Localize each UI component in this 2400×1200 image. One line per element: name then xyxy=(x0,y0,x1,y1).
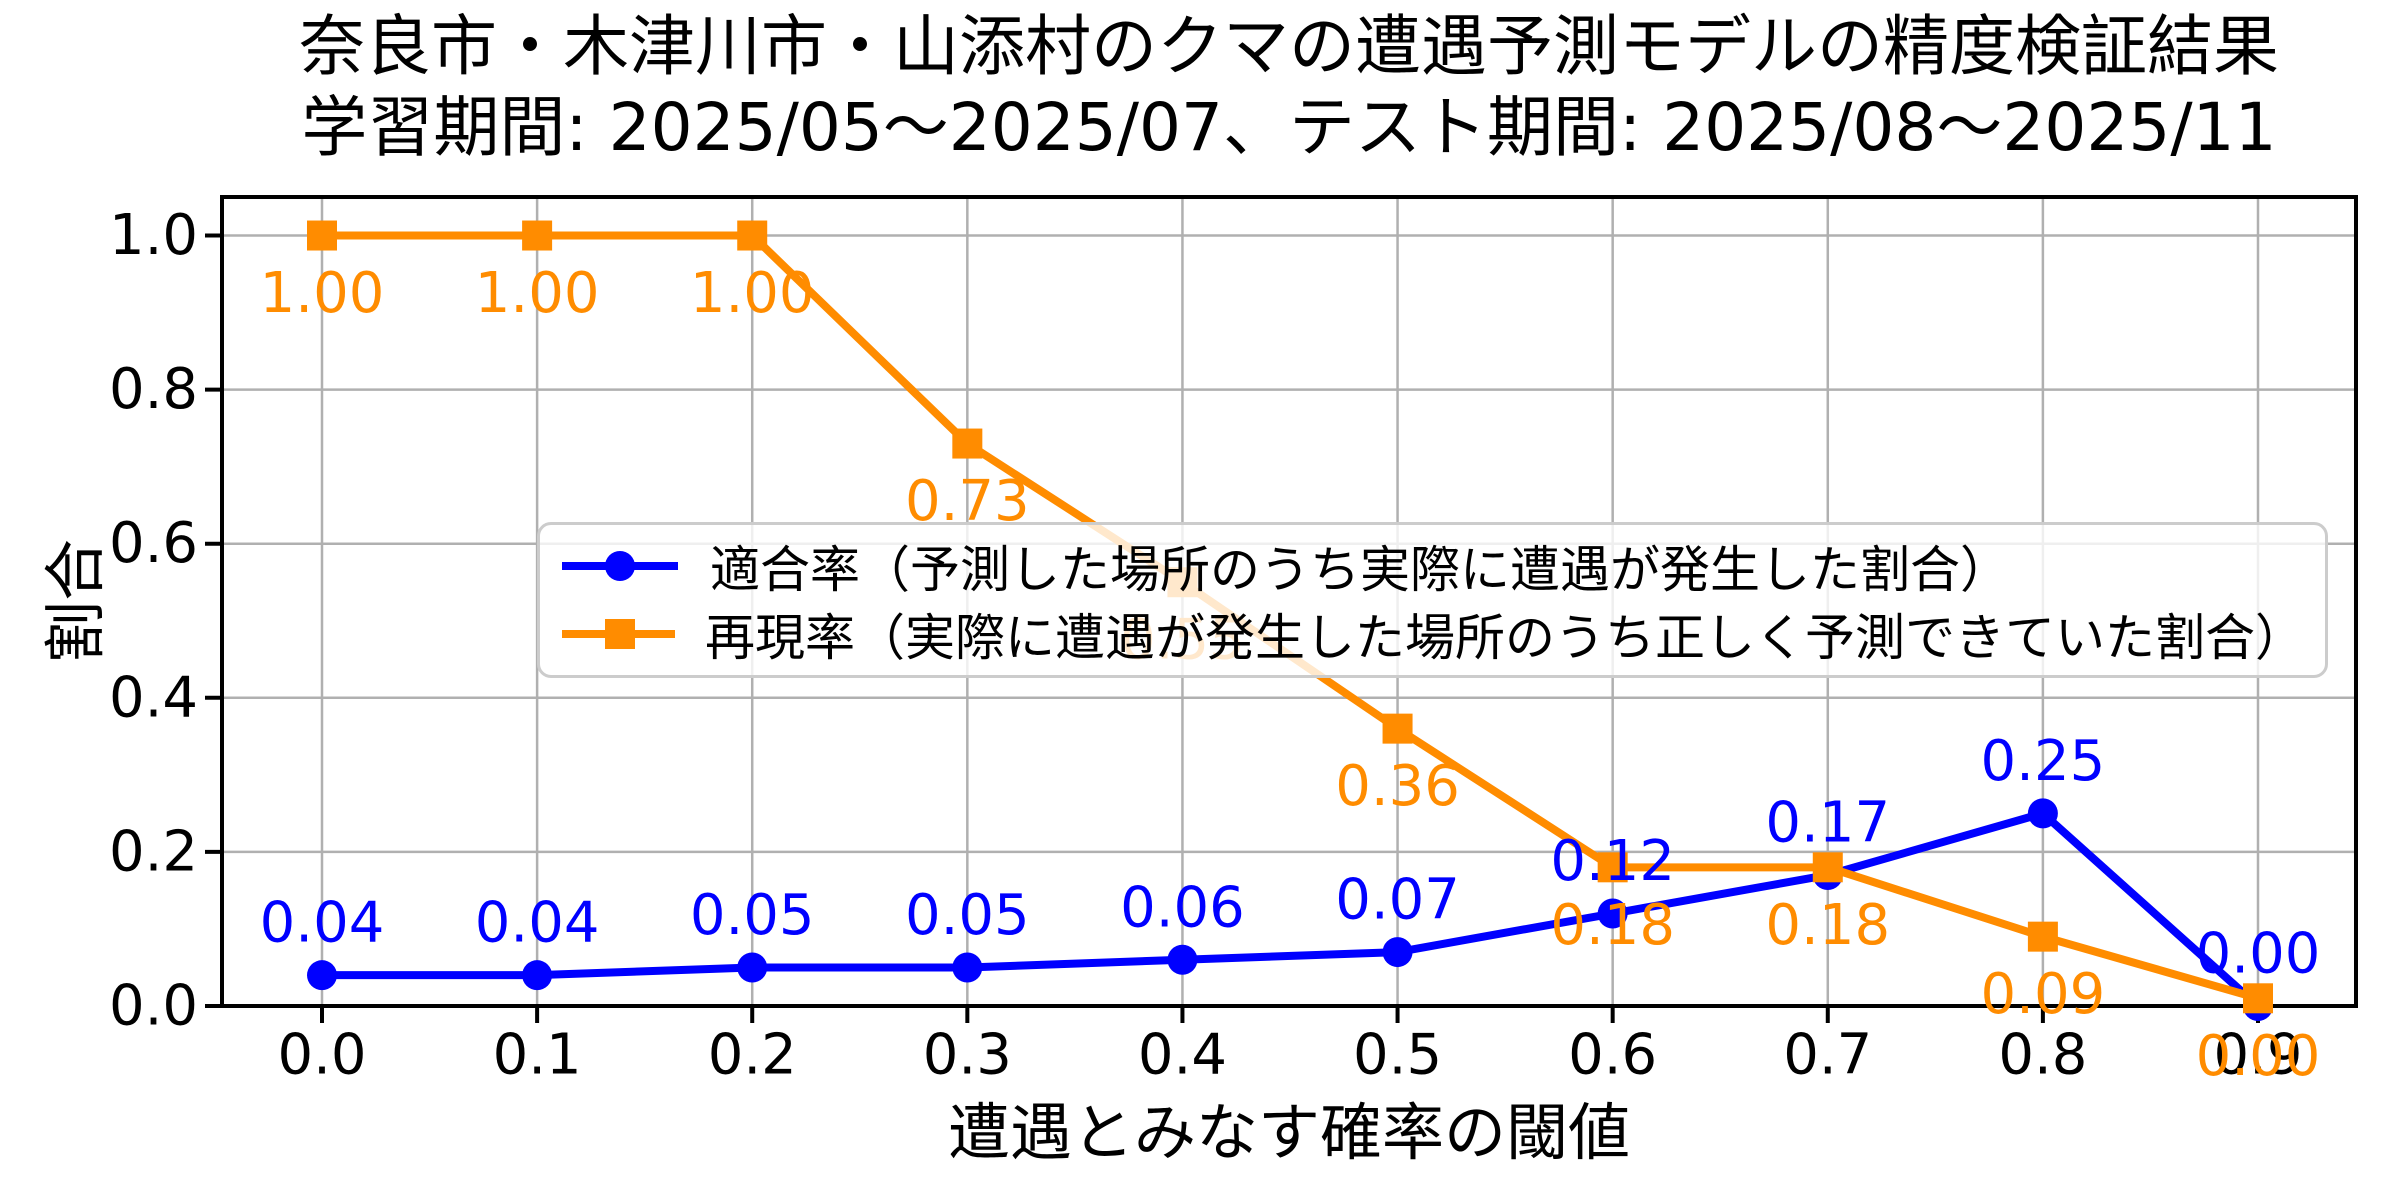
x-tick-label: 0.2 xyxy=(708,1023,797,1088)
data-point-marker-circle xyxy=(952,952,983,983)
x-tick-label: 0.0 xyxy=(277,1023,366,1088)
data-point-label: 0.18 xyxy=(1765,893,1890,958)
legend-entry: 適合率（予測した場所のうち実際に遭遇が発生した割合） xyxy=(560,534,2305,599)
data-point-label: 0.09 xyxy=(1981,962,2106,1027)
legend-entry: 再現率（実際に遭遇が発生した場所のうち正しく予測できていた割合） xyxy=(560,602,2305,667)
data-point-marker-circle xyxy=(1597,898,1628,929)
chart-title: 奈良市・木津川市・山添村のクマの遭遇予測モデルの精度検証結果 学習期間: 202… xyxy=(222,6,2356,168)
y-tick-label: 0.8 xyxy=(109,357,198,422)
y-axis: 0.0 0.2 0.4 0.6 0.8 1.0 xyxy=(109,203,222,1039)
data-point-label: 0.00 xyxy=(2196,922,2321,987)
legend-marker xyxy=(605,618,635,649)
data-point-marker-square xyxy=(1597,852,1628,883)
x-tick-label: 0.3 xyxy=(923,1023,1012,1088)
data-point-label: 0.05 xyxy=(690,883,815,948)
y-tick-label: 0.4 xyxy=(109,665,198,730)
y-tick-label: 1.0 xyxy=(109,203,198,268)
data-point-label: 1.00 xyxy=(260,261,385,326)
y-tick-label: 0.2 xyxy=(109,819,198,884)
legend-label: 適合率（予測した場所のうち実際に遭遇が発生した割合） xyxy=(710,541,2010,600)
x-tick-label: 0.8 xyxy=(1998,1023,2087,1088)
data-point-marker-square xyxy=(2027,921,2058,952)
chart-title-line1: 奈良市・木津川市・山添村のクマの遭遇予測モデルの精度検証結果 xyxy=(299,8,2279,85)
x-tick-label: 0.5 xyxy=(1353,1023,1442,1088)
data-point-label: 0.25 xyxy=(1981,729,2106,794)
data-point-label: 0.17 xyxy=(1765,791,1890,856)
data-point-label: 0.05 xyxy=(905,883,1030,948)
data-point-label: 0.00 xyxy=(2196,1024,2321,1089)
x-axis-label: 遭遇とみなす確率の閾値 xyxy=(947,1096,1631,1169)
legend-square-marker-icon xyxy=(562,618,675,649)
data-point-label: 0.18 xyxy=(1550,893,1675,958)
x-tick-label: 0.4 xyxy=(1138,1023,1227,1088)
axes-spines xyxy=(220,195,2358,1008)
data-point-marker-circle xyxy=(737,952,768,983)
x-tick-label: 0.1 xyxy=(493,1023,582,1088)
data-point-marker-circle xyxy=(2027,798,2058,829)
data-point-marker-square xyxy=(1812,852,1843,883)
data-point-marker-square xyxy=(952,428,983,459)
series-0 xyxy=(307,798,2273,1021)
legend-label: 再現率（実際に遭遇が発生した場所のうち正しく予測できていた割合） xyxy=(705,608,2305,667)
data-point-label: 0.36 xyxy=(1335,754,1460,819)
x-tick-label: 0.9 xyxy=(2213,1023,2302,1088)
data-point-marker-square xyxy=(307,220,337,251)
x-axis: 0.0 0.1 0.2 0.3 0.4 0.5 0.6 0.7 0.8 0.9 xyxy=(277,1006,2303,1088)
data-point-label: 0.04 xyxy=(260,891,385,956)
data-point-label: 0.12 xyxy=(1550,829,1675,894)
data-point-marker-square xyxy=(2243,983,2273,1014)
y-tick-label: 0.0 xyxy=(109,974,198,1039)
x-tick-label: 0.6 xyxy=(1568,1023,1657,1088)
y-tick-label: 0.6 xyxy=(109,511,198,576)
chart-title-line2: 学習期間: 2025/05～2025/07、テスト期間: 2025/08～202… xyxy=(301,89,2277,166)
legend: 適合率（予測した場所のうち実際に遭遇が発生した割合） 再現率（実際に遭遇が発生した… xyxy=(537,522,2328,678)
data-point-label: 0.04 xyxy=(475,891,600,956)
series-0-labels: 0.04 0.04 0.05 0.05 0.06 0.07 0.12 0.17 0.25 0.00 xyxy=(260,729,2321,987)
x-tick-label: 0.7 xyxy=(1783,1023,1872,1088)
y-axis-label: 割合 xyxy=(39,538,112,664)
data-point-marker-square xyxy=(1382,713,1413,744)
data-point-marker-square xyxy=(522,220,553,251)
legend-marker xyxy=(605,551,635,582)
data-point-marker-circle xyxy=(307,960,337,991)
data-point-marker-circle xyxy=(1167,944,1198,975)
data-point-label: 1.00 xyxy=(690,261,815,326)
data-point-marker-circle xyxy=(522,960,553,991)
data-point-label: 1.00 xyxy=(475,261,600,326)
series-line xyxy=(322,809,2261,1009)
data-point-label: 0.07 xyxy=(1335,868,1460,933)
legend-circle-marker-icon xyxy=(562,551,678,582)
data-point-label: 0.06 xyxy=(1120,875,1245,940)
data-point-marker-circle xyxy=(1382,937,1413,968)
data-point-marker-square xyxy=(737,220,768,251)
